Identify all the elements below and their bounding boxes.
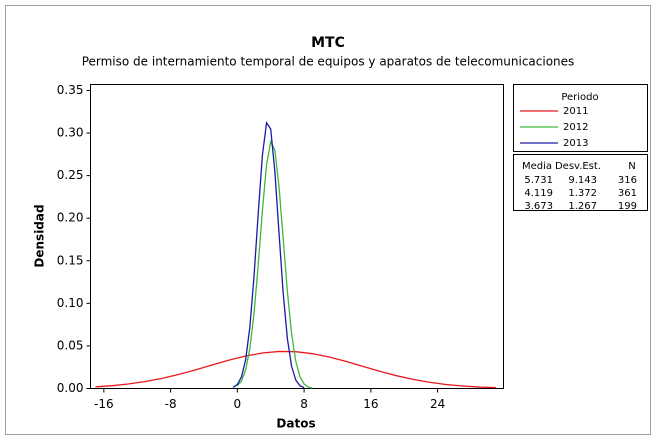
- x-tick-label: -16: [94, 397, 114, 411]
- stats-cell: 5.731: [524, 175, 553, 186]
- stats-cell: 1.267: [568, 201, 597, 212]
- y-tick-label: 0.10: [57, 296, 84, 310]
- legend-box: [513, 84, 648, 152]
- x-tick-label: 8: [300, 397, 308, 411]
- chart-title: MTC: [311, 35, 345, 51]
- density-curve: [236, 139, 313, 389]
- y-tick-label: 0.30: [57, 126, 84, 140]
- stats-cell: 361: [618, 188, 637, 199]
- chart-subtitle: Permiso de internamiento temporal de equ…: [82, 55, 575, 69]
- density-curve: [232, 121, 305, 389]
- stats-header: Media: [522, 161, 552, 172]
- y-tick-label: 0.20: [57, 211, 84, 225]
- stats-cell: 3.673: [524, 201, 553, 212]
- legend-label: 2011: [563, 106, 588, 117]
- stats-cell: 1.372: [568, 188, 597, 199]
- stats-cell: 316: [618, 175, 637, 186]
- stats-header: Desv.Est.: [555, 161, 601, 172]
- legend-label: 2013: [563, 138, 588, 149]
- x-tick-label: 24: [430, 397, 445, 411]
- y-tick-label: 0.00: [57, 381, 84, 395]
- legend-title: Periodo: [561, 92, 598, 103]
- density-curve: [95, 350, 497, 389]
- y-tick-label: 0.05: [57, 338, 84, 352]
- stats-header: N: [628, 161, 635, 172]
- x-tick-label: 0: [234, 397, 242, 411]
- legend-label: 2012: [563, 122, 588, 133]
- stats-cell: 4.119: [524, 188, 553, 199]
- plot-area: [90, 84, 504, 389]
- y-tick-label: 0.35: [57, 83, 84, 97]
- x-tick-label: -8: [165, 397, 177, 411]
- y-tick-label: 0.25: [57, 168, 84, 182]
- x-tick-label: 16: [363, 397, 378, 411]
- stats-cell: 9.143: [568, 175, 597, 186]
- x-axis-label: Datos: [276, 417, 315, 431]
- stats-box: [513, 154, 648, 211]
- y-axis-label: Densidad: [33, 204, 47, 267]
- y-tick-label: 0.15: [57, 253, 84, 267]
- stats-cell: 199: [618, 201, 637, 212]
